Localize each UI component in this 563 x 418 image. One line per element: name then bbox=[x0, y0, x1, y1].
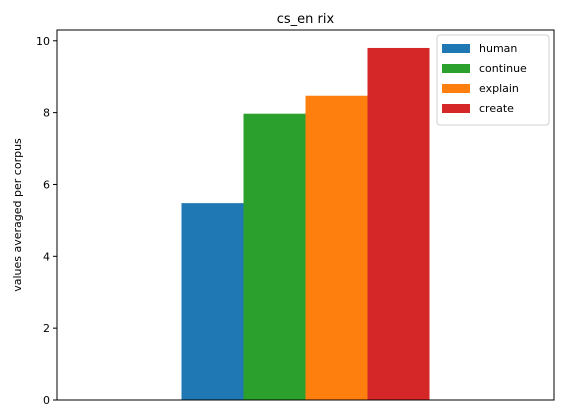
legend-box bbox=[436, 34, 550, 126]
bars-group bbox=[181, 47, 430, 401]
bar-continue bbox=[243, 113, 306, 400]
y-tick-label: 6 bbox=[43, 178, 50, 191]
legend-label-human: human bbox=[479, 42, 517, 55]
y-tick-label: 0 bbox=[43, 394, 50, 407]
legend-swatch-human bbox=[442, 44, 470, 53]
bar-human bbox=[181, 203, 244, 400]
legend-swatch-continue bbox=[442, 64, 470, 73]
legend-swatch-explain bbox=[442, 84, 470, 93]
y-axis-label: values averaged per corpus bbox=[11, 138, 24, 292]
legend-label-create: create bbox=[479, 102, 514, 115]
bar-create bbox=[367, 47, 430, 400]
y-axis-ticks: 0 2 4 6 8 10 bbox=[36, 35, 57, 407]
plot-frame bbox=[56, 29, 555, 401]
legend: human continue explain create bbox=[436, 34, 550, 126]
y-tick-label: 4 bbox=[43, 250, 50, 263]
bar-explain bbox=[305, 95, 368, 401]
y-tick-label: 8 bbox=[43, 107, 50, 120]
chart-title: cs_en rix bbox=[277, 12, 335, 27]
legend-label-explain: explain bbox=[479, 82, 519, 95]
legend-swatch-create bbox=[442, 104, 470, 113]
legend-label-continue: continue bbox=[479, 62, 527, 75]
y-tick-label: 2 bbox=[43, 322, 50, 335]
y-tick-label: 10 bbox=[36, 35, 50, 48]
